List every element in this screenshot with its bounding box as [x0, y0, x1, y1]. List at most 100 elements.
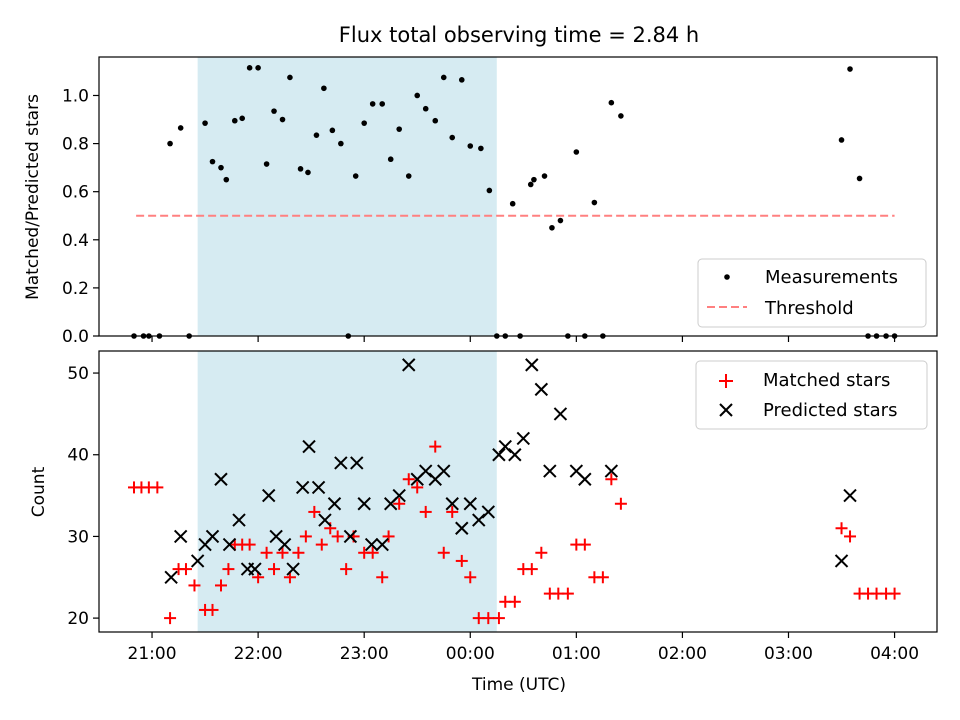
measurement-point	[838, 137, 845, 143]
bottom-legend: Matched stars Predicted stars	[695, 360, 928, 430]
top-x-ticks	[151, 336, 896, 342]
matched-point	[455, 554, 468, 567]
predicted-point	[205, 529, 220, 544]
top-legend: Measurements Threshold	[697, 258, 927, 328]
matched-point	[331, 530, 344, 543]
measurement-point	[541, 173, 548, 179]
legend-marker-measurements	[724, 274, 730, 280]
measurement-point	[573, 149, 580, 155]
predicted-point	[375, 537, 389, 552]
measurement-point	[361, 120, 367, 126]
top-y-tick-label: 0.6	[62, 183, 89, 203]
predicted-point	[553, 407, 568, 421]
matched-point	[525, 563, 538, 576]
bottom-y-tick-label: 20	[67, 609, 89, 629]
observing-span	[197, 57, 497, 336]
predicted-point	[357, 497, 371, 511]
top-y-tick-label: 1.0	[62, 86, 89, 106]
measurement-point	[271, 108, 277, 114]
measurement-point	[414, 92, 421, 99]
bottom-y-label: Count	[29, 466, 49, 517]
legend-label-predicted: Predicted stars	[763, 400, 897, 421]
measurement-point	[379, 101, 386, 107]
measurement-point	[313, 132, 320, 138]
measurement-point	[177, 125, 184, 131]
matched-point	[393, 497, 406, 510]
matched-stars-points	[128, 440, 901, 625]
measurement-point	[486, 187, 493, 194]
bottom-y-tick-label: 50	[67, 364, 89, 384]
matched-point	[535, 546, 548, 559]
top-chart: Flux total observing time = 2.84 h 0.00.…	[23, 23, 938, 347]
predicted-point	[248, 562, 262, 576]
bottom-axes-frame	[98, 350, 938, 633]
measurement-point	[422, 105, 429, 112]
observing-span	[197, 351, 497, 632]
matched-point	[482, 612, 495, 625]
predicted-point	[222, 537, 237, 552]
measurement-point	[279, 116, 286, 123]
predicted-point	[508, 448, 522, 462]
measurements-points	[131, 65, 898, 339]
measurement-point	[847, 66, 853, 72]
predicted-stars-points	[164, 358, 857, 584]
measurement-point	[167, 140, 173, 147]
measurement-point	[209, 158, 216, 165]
measurement-point	[246, 65, 253, 71]
matched-point	[376, 571, 389, 584]
x-tick-label: 00:00	[446, 644, 495, 664]
matched-point	[382, 530, 395, 543]
predicted-point	[334, 456, 348, 470]
matched-point	[276, 546, 289, 559]
predicted-point	[463, 497, 477, 511]
predicted-point	[534, 382, 549, 397]
x-tick-label: 01:00	[552, 644, 601, 664]
predicted-point	[543, 464, 557, 478]
top-axes-frame	[98, 56, 938, 337]
matched-point	[243, 538, 256, 551]
predicted-point	[455, 521, 469, 535]
top-y-axis: 0.0 0.2 0.4 0.6 0.8 1.0	[62, 86, 99, 347]
predicted-point	[164, 570, 178, 584]
predicted-point	[311, 480, 326, 495]
matched-point	[429, 440, 442, 453]
matched-point	[206, 603, 219, 616]
x-tick-label: 22:00	[234, 644, 283, 664]
predicted-point	[525, 358, 539, 372]
predicted-point	[392, 488, 406, 503]
measurement-point	[591, 199, 598, 206]
measurement-point	[440, 74, 447, 81]
matched-point	[578, 538, 591, 551]
measurement-point	[608, 99, 615, 106]
measurement-point	[321, 85, 327, 92]
legend-marker-matched	[719, 374, 733, 388]
bottom-y-tick-label: 30	[67, 527, 89, 547]
matched-point	[844, 530, 857, 543]
measurement-point	[396, 126, 402, 132]
matched-point	[340, 563, 353, 576]
x-tick-label: 23:00	[340, 644, 389, 664]
measurement-point	[478, 145, 484, 152]
matched-point	[366, 546, 379, 559]
legend-label-measurements: Measurements	[765, 267, 898, 288]
predicted-point	[492, 448, 506, 462]
matched-point	[292, 546, 305, 559]
predicted-point	[437, 464, 451, 478]
matched-point	[561, 587, 574, 600]
matched-point	[464, 571, 477, 584]
matched-point	[614, 497, 627, 510]
legend-marker-predicted	[719, 403, 733, 417]
matched-point	[214, 579, 227, 592]
predicted-point	[843, 488, 857, 503]
matched-point	[260, 546, 273, 559]
matched-point	[315, 538, 328, 551]
bottom-y-axis: 20 30 40 50	[67, 364, 99, 629]
matched-point	[222, 563, 235, 576]
bottom-x-axis: 21:00 22:00 23:00 00:00 01:00 02:00 03:00 04:00	[128, 632, 919, 664]
matched-point	[164, 612, 177, 625]
predicted-point	[173, 529, 188, 544]
x-tick-label: 21:00	[128, 644, 177, 664]
predicted-point	[214, 472, 228, 486]
matched-point	[888, 587, 901, 600]
